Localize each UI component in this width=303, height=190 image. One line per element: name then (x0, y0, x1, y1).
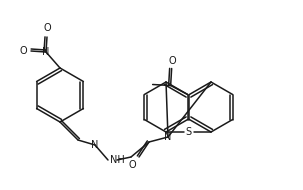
Text: O: O (128, 160, 136, 170)
Text: O: O (19, 46, 27, 56)
Text: O: O (169, 55, 176, 66)
Text: N: N (42, 47, 50, 57)
Text: N: N (91, 140, 99, 150)
Text: O: O (43, 23, 51, 33)
Text: N: N (164, 132, 172, 142)
Text: NH: NH (110, 155, 125, 165)
Text: S: S (185, 127, 191, 137)
